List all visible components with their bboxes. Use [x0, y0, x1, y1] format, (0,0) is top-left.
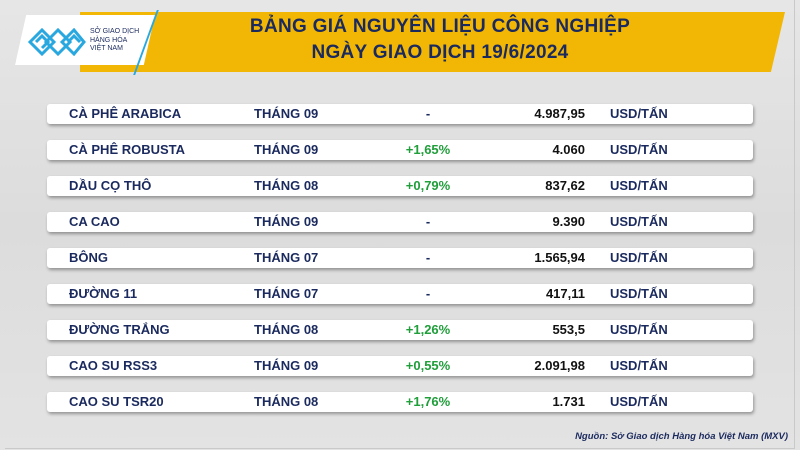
logo-text: SỞ GIAO DỊCH HÀNG HÓA VIỆT NAM: [90, 28, 139, 54]
logo-line-3: VIỆT NAM: [90, 45, 123, 52]
contract-month: THÁNG 08: [254, 178, 319, 193]
price-unit: USD/TẤN: [610, 142, 668, 157]
price-change: +0,79%: [405, 178, 451, 193]
price-unit: USD/TẤN: [610, 178, 668, 193]
table-row: CA CAO THÁNG 09 - 9.390 USD/TẤN: [47, 212, 753, 232]
contract-month: THÁNG 09: [254, 358, 319, 373]
table-row: ĐƯỜNG 11 THÁNG 07 - 417,11 USD/TẤN: [47, 284, 753, 304]
price-change: +1,76%: [405, 394, 451, 409]
commodity-name: CAO SU TSR20: [69, 394, 164, 409]
price-change: -: [425, 250, 431, 265]
commodity-name: CÀ PHÊ ROBUSTA: [69, 142, 186, 157]
page-title: BẢNG GIÁ NGUYÊN LIỆU CÔNG NGHIỆP NGÀY GI…: [160, 14, 720, 66]
source-note: Nguồn: Sở Giao dịch Hàng hóa Việt Nam (M…: [575, 431, 788, 442]
commodity-name: CÀ PHÊ ARABICA: [69, 106, 182, 121]
price-unit: USD/TẤN: [610, 322, 668, 337]
price-value: 1.565,94: [534, 250, 585, 265]
contract-month: THÁNG 09: [254, 214, 319, 229]
commodity-name: ĐƯỜNG 11: [69, 286, 138, 301]
price-change: +1,26%: [405, 322, 451, 337]
price-change: -: [425, 106, 431, 121]
title-line-2: NGÀY GIAO DỊCH 19/6/2024: [311, 42, 569, 63]
contract-month: THÁNG 09: [254, 142, 319, 157]
commodity-name: ĐƯỜNG TRẮNG: [69, 322, 170, 337]
table-row: ĐƯỜNG TRẮNG THÁNG 08 +1,26% 553,5 USD/TẤN: [47, 320, 753, 340]
contract-month: THÁNG 08: [254, 394, 319, 409]
table-row: DẦU CỌ THÔ THÁNG 08 +0,79% 837,62 USD/TẤN: [47, 176, 753, 196]
contract-month: THÁNG 09: [254, 106, 319, 121]
table-row: CAO SU TSR20 THÁNG 08 +1,76% 1.731 USD/TẤN: [47, 392, 753, 412]
price-value: 417,11: [545, 286, 585, 301]
table-row: CAO SU RSS3 THÁNG 09 +0,55% 2.091,98 USD/TẤN: [47, 356, 753, 376]
price-unit: USD/TẤN: [610, 250, 668, 265]
title-banner: [80, 12, 785, 72]
price-value: 2.091,98: [534, 358, 585, 373]
mxv-logo-mark-icon: [28, 28, 86, 56]
contract-month: THÁNG 07: [254, 250, 319, 265]
price-value: 1.731: [552, 394, 585, 409]
commodity-name: BÔNG: [69, 250, 108, 265]
price-change: -: [425, 286, 431, 301]
price-value: 4.987,95: [534, 106, 585, 121]
price-value: 553,5: [552, 322, 585, 337]
contract-month: THÁNG 07: [254, 286, 319, 301]
price-unit: USD/TẤN: [610, 394, 668, 409]
table-row: CÀ PHÊ ARABICA THÁNG 09 - 4.987,95 USD/TẤN: [47, 104, 753, 124]
price-value: 4.060: [552, 142, 585, 157]
price-unit: USD/TẤN: [610, 286, 668, 301]
price-change: +1,65%: [405, 142, 451, 157]
contract-month: THÁNG 08: [254, 322, 319, 337]
commodity-name: DẦU CỌ THÔ: [69, 178, 152, 193]
price-unit: USD/TẤN: [610, 358, 668, 373]
logo-line-2: HÀNG HÓA: [90, 36, 128, 44]
commodity-name: CA CAO: [69, 214, 120, 229]
price-unit: USD/TẤN: [610, 214, 668, 229]
title-line-1: BẢNG GIÁ NGUYÊN LIỆU CÔNG NGHIỆP: [249, 16, 631, 37]
price-value: 9.390: [552, 214, 585, 229]
frame: [5, 0, 795, 449]
table-row: BÔNG THÁNG 07 - 1.565,94 USD/TẤN: [47, 248, 753, 268]
price-unit: USD/TẤN: [610, 106, 668, 121]
price-change: -: [425, 214, 431, 229]
price-change: +0,55%: [405, 358, 451, 373]
commodity-name: CAO SU RSS3: [69, 358, 158, 373]
price-value: 837,62: [545, 178, 585, 193]
logo-line-1: SỞ GIAO DỊCH: [90, 28, 140, 35]
table-row: CÀ PHÊ ROBUSTA THÁNG 09 +1,65% 4.060 USD/TẤN: [47, 140, 753, 160]
